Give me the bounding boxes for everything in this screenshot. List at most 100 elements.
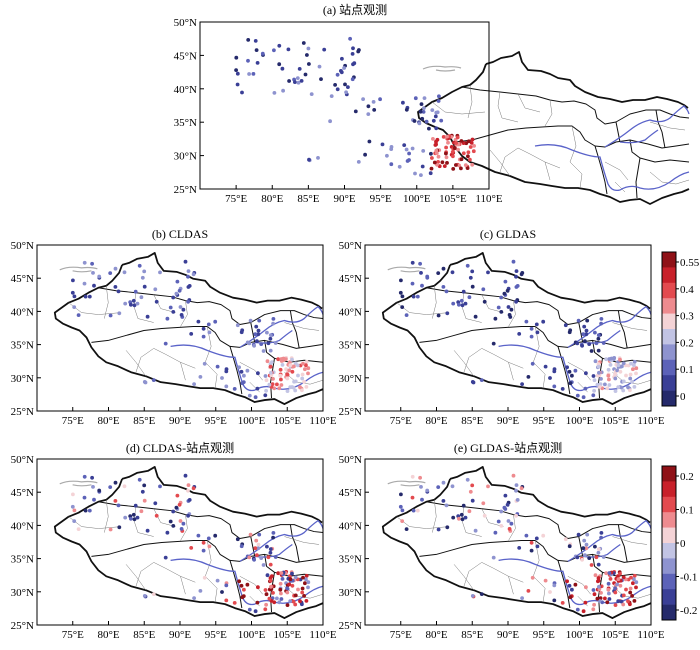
- station-marker: [607, 597, 612, 601]
- y-tick-label: 30°N: [339, 373, 362, 385]
- station-marker: [352, 61, 357, 66]
- station-marker: [552, 598, 557, 603]
- station-marker: [493, 530, 498, 535]
- station-marker: [470, 594, 475, 598]
- station-marker: [186, 483, 191, 487]
- station-marker: [631, 581, 635, 586]
- station-marker: [594, 555, 599, 560]
- station-marker: [445, 134, 449, 139]
- station-marker: [290, 583, 295, 588]
- station-marker: [455, 135, 460, 140]
- station-marker: [470, 380, 475, 384]
- y-tick-label: 35°N: [174, 117, 197, 129]
- station-marker: [264, 592, 269, 597]
- station-marker: [418, 109, 423, 114]
- station-marker: [206, 322, 211, 327]
- station-marker: [137, 263, 142, 268]
- station-marker: [301, 41, 306, 45]
- station-marker: [511, 473, 516, 478]
- station-marker: [235, 323, 240, 328]
- y-tick-label: 25°N: [11, 406, 34, 418]
- station-marker: [278, 367, 283, 372]
- x-tick-label: 110°E: [309, 629, 336, 641]
- station-marker: [587, 342, 592, 346]
- station-marker: [269, 370, 273, 375]
- station-marker: [616, 599, 621, 604]
- x-tick-label: 85°E: [133, 415, 155, 427]
- station-marker: [297, 67, 302, 71]
- station-marker: [90, 475, 94, 480]
- station-marker: [591, 588, 596, 592]
- station-marker: [548, 376, 552, 380]
- station-marker: [524, 319, 529, 324]
- station-marker: [618, 357, 622, 362]
- station-marker: [407, 151, 411, 156]
- x-tick-label: 75°E: [390, 629, 412, 641]
- station-marker: [613, 586, 617, 591]
- station-marker: [247, 555, 252, 560]
- station-marker: [247, 393, 252, 398]
- station-marker: [168, 519, 173, 524]
- station-marker: [135, 515, 140, 520]
- station-marker: [371, 100, 376, 104]
- station-marker: [619, 385, 624, 390]
- station-marker: [499, 524, 504, 528]
- x-tick-label: 80°E: [97, 629, 119, 641]
- station-marker: [434, 142, 438, 147]
- station-marker: [425, 488, 430, 493]
- station-marker: [285, 372, 289, 377]
- station-marker: [129, 516, 133, 521]
- station-marker: [196, 319, 201, 324]
- station-marker: [235, 71, 240, 76]
- station-marker: [468, 489, 473, 494]
- station-marker: [534, 322, 539, 327]
- station-marker: [171, 509, 176, 514]
- station-marker: [543, 364, 548, 369]
- station-marker: [306, 585, 310, 590]
- station-marker: [291, 385, 296, 390]
- station-marker: [389, 162, 394, 167]
- station-marker: [235, 82, 240, 87]
- station-marker: [201, 540, 206, 545]
- station-marker: [248, 532, 253, 537]
- station-marker: [584, 332, 589, 337]
- station-marker: [582, 324, 587, 329]
- colorbar-label: 0.1: [680, 364, 694, 376]
- y-tick-label: 45°N: [339, 487, 362, 499]
- station-marker: [457, 302, 461, 307]
- station-marker: [613, 389, 618, 393]
- colorbar-segment: [662, 543, 676, 559]
- station-marker: [411, 508, 416, 513]
- station-marker: [70, 290, 75, 295]
- station-marker: [399, 492, 403, 497]
- station-marker: [265, 359, 270, 364]
- station-marker: [71, 492, 75, 497]
- station-marker: [255, 386, 260, 391]
- station-marker: [468, 275, 473, 280]
- y-tick-label: 45°N: [339, 273, 362, 285]
- station-marker: [404, 107, 409, 112]
- station-marker: [220, 590, 224, 594]
- station-marker: [72, 508, 77, 513]
- station-marker: [589, 563, 594, 567]
- station-marker: [322, 47, 327, 52]
- station-marker: [456, 147, 460, 152]
- station-marker: [201, 334, 206, 339]
- station-marker: [264, 388, 268, 393]
- station-marker: [628, 602, 632, 607]
- station-marker: [427, 126, 431, 131]
- station-marker: [595, 382, 600, 387]
- station-marker: [246, 38, 251, 42]
- station-marker: [220, 376, 224, 380]
- station-marker: [286, 47, 291, 52]
- station-marker: [436, 313, 441, 318]
- colorbar-difference: 0.2 0.1 0 -0.1 -0.2: [661, 465, 697, 621]
- station-marker: [584, 585, 588, 590]
- station-marker: [277, 62, 282, 67]
- station-marker: [587, 556, 592, 560]
- station-marker: [597, 584, 601, 589]
- station-marker: [465, 477, 470, 482]
- station-marker: [186, 269, 191, 273]
- station-marker: [599, 377, 603, 381]
- station-marker: [288, 577, 293, 582]
